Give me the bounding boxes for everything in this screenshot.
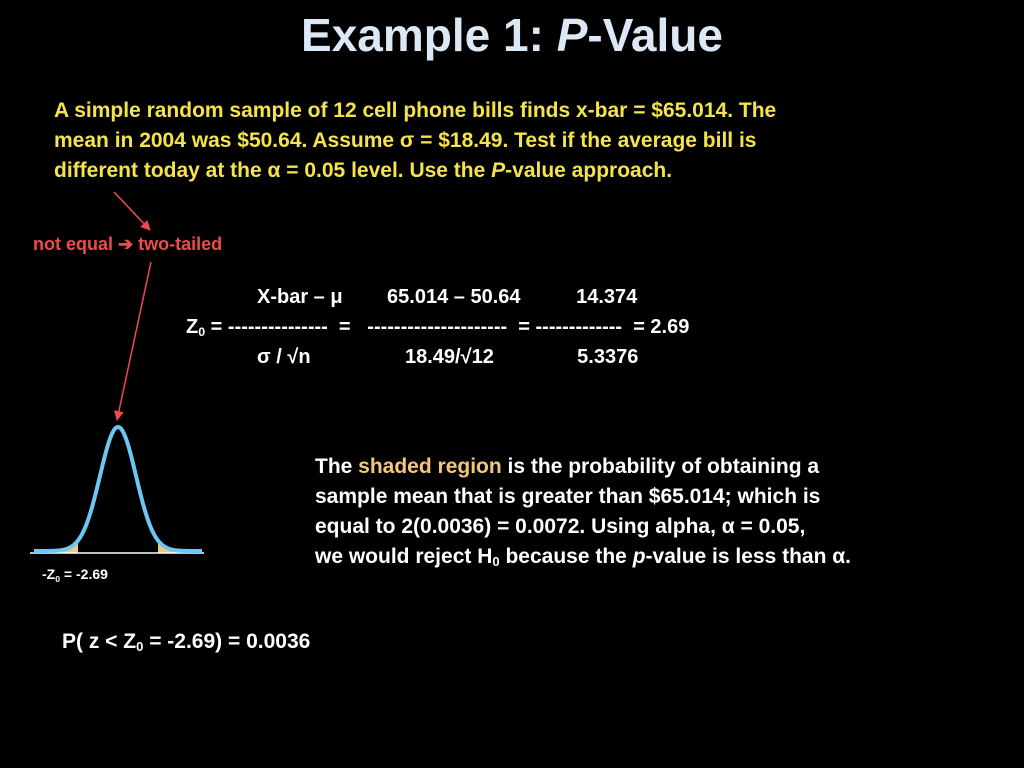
- note-left: not equal: [33, 234, 113, 254]
- p-italic: p: [632, 545, 646, 568]
- explanation-line-3: equal to 2(0.0036) = 0.0072. Using alpha…: [315, 515, 806, 538]
- probability-a: P( z < Z: [62, 630, 137, 653]
- z-label-sub: 0: [55, 574, 61, 584]
- explanation-line-4: we would reject H0 because the p-value i…: [315, 542, 995, 577]
- explanation-l1a: The: [315, 455, 359, 478]
- explanation: The shaded region is the probability of …: [315, 452, 995, 577]
- probability-sub: 0: [136, 639, 144, 654]
- title-suffix: -Value: [587, 9, 723, 61]
- z-label-a: -Z: [42, 566, 56, 582]
- formula-line-text: = --------------- = --------------------…: [205, 316, 690, 338]
- explanation-l1b: is the probability of obtaining a: [501, 455, 820, 478]
- explanation-line-2: sample mean that is greater than $65.014…: [315, 485, 821, 508]
- note-right: two-tailed: [138, 234, 223, 254]
- shaded-region-highlight: shaded region: [358, 455, 502, 478]
- z-label-b: = -2.69: [60, 566, 108, 582]
- formula-denominator: σ / √n 18.49/√12 5.3376: [257, 346, 639, 368]
- annotation-arrow-to-curve: [114, 261, 152, 421]
- title-prefix: Example 1:: [301, 9, 557, 61]
- problem-line-3-b: -value approach.: [505, 159, 673, 182]
- problem-line-1: A simple random sample of 12 cell phone …: [54, 99, 777, 122]
- probability-b: = -2.69) = 0.0036: [143, 630, 311, 653]
- right-arrow-icon: ➔: [118, 234, 134, 254]
- problem-statement: A simple random sample of 12 cell phone …: [54, 96, 994, 186]
- explanation-line-1: The shaded region is the probability of …: [315, 452, 995, 482]
- problem-line-3: different today at the α = 0.05 level. U…: [54, 156, 994, 186]
- page-title: Example 1: P-Value: [0, 8, 1024, 62]
- z-subscript: 0: [198, 325, 206, 339]
- problem-line-2: mean in 2004 was $50.64. Assume σ = $18.…: [54, 129, 757, 152]
- problem-line-3-a: different today at the α = 0.05 level. U…: [54, 159, 492, 182]
- normal-curve: [34, 424, 202, 553]
- formula-main-line: Z0 = --------------- = -----------------…: [186, 316, 689, 339]
- formula-numerator: X-bar – μ 65.014 – 50.64 14.374: [257, 286, 638, 308]
- problem-line-3-italic: P: [491, 159, 506, 182]
- title-italic: P: [556, 9, 588, 61]
- h-subscript: 0: [492, 554, 500, 569]
- annotation-arrow-to-not-equal: [113, 191, 151, 231]
- explanation-l4c: -value is less than α.: [645, 545, 852, 568]
- z-symbol: Z: [186, 316, 199, 338]
- z-critical-label: -Z0 = -2.69: [42, 566, 108, 584]
- explanation-l4a: we would reject H: [315, 545, 493, 568]
- explanation-l4b: because the: [499, 545, 633, 568]
- not-equal-note: not equal ➔ two-tailed: [33, 234, 222, 255]
- probability-statement: P( z < Z0 = -2.69) = 0.0036: [62, 630, 310, 654]
